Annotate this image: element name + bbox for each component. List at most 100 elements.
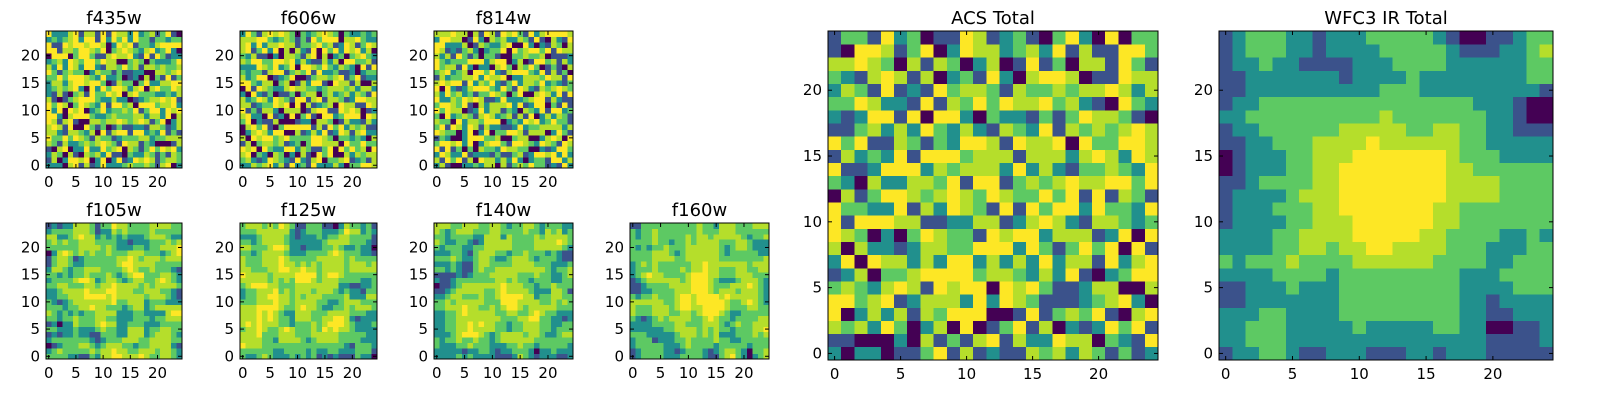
heatmap-cell xyxy=(685,331,692,338)
heatmap-cell xyxy=(67,140,74,147)
heatmap-cell xyxy=(78,113,85,120)
heatmap-cell xyxy=(160,74,167,81)
heatmap-cell xyxy=(176,293,183,300)
heatmap-cell xyxy=(472,113,479,120)
heatmap-cell xyxy=(278,293,285,300)
heatmap-cell xyxy=(746,239,753,246)
heatmap-cell xyxy=(450,47,457,54)
heatmap-cell xyxy=(539,266,546,273)
heatmap-cell xyxy=(272,118,279,125)
heatmap-cell xyxy=(366,63,372,70)
heatmap-cell xyxy=(355,96,361,103)
heatmap-cell xyxy=(434,310,440,316)
heatmap-cell xyxy=(56,129,63,136)
heatmap-cell xyxy=(133,102,139,109)
heatmap-cell xyxy=(702,271,709,278)
heatmap-cell xyxy=(316,74,323,81)
heatmap-cell xyxy=(338,310,345,316)
heatmap-cell xyxy=(730,299,737,305)
heatmap-cell xyxy=(757,271,764,278)
heatmap-cell xyxy=(116,331,123,338)
heatmap-cell xyxy=(56,135,63,141)
x-tick-label: 10 xyxy=(679,364,698,382)
heatmap-cell xyxy=(322,233,329,240)
heatmap-cell xyxy=(635,261,642,267)
heatmap-cell xyxy=(1131,307,1146,321)
heatmap-cell xyxy=(316,96,323,103)
heatmap-cell xyxy=(94,304,101,311)
heatmap-cell xyxy=(735,228,742,235)
heatmap-cell xyxy=(300,107,307,114)
y-tick-label: 0 xyxy=(30,347,40,365)
heatmap-cell xyxy=(561,342,568,349)
heatmap-cell xyxy=(472,342,479,349)
heatmap-cell xyxy=(84,129,90,136)
heatmap-cell xyxy=(250,353,257,360)
heatmap-cell xyxy=(165,310,172,316)
heatmap-cell xyxy=(556,63,563,70)
heatmap-cell xyxy=(371,348,378,354)
heatmap-cell xyxy=(696,353,703,360)
heatmap-cell xyxy=(495,113,502,120)
heatmap-cell xyxy=(149,320,156,327)
heatmap-cell xyxy=(56,288,63,295)
heatmap-cell xyxy=(360,310,367,316)
heatmap-cell xyxy=(311,47,318,54)
heatmap-cell xyxy=(1131,267,1146,282)
heatmap-cell xyxy=(316,91,323,98)
heatmap-cell xyxy=(366,118,372,125)
heatmap-cell xyxy=(641,250,648,257)
heatmap-cell xyxy=(691,320,698,327)
heatmap-cell xyxy=(105,52,112,59)
heatmap-cell xyxy=(51,337,58,344)
heatmap-cell xyxy=(1039,202,1053,216)
heatmap-cell xyxy=(160,63,167,70)
heatmap-cell xyxy=(495,162,502,169)
heatmap-cell xyxy=(674,282,681,289)
heatmap-cell xyxy=(1144,175,1159,190)
heatmap-cell xyxy=(305,353,312,360)
heatmap-cell xyxy=(78,85,85,92)
heatmap-cell xyxy=(534,113,541,120)
heatmap-cell xyxy=(1012,162,1027,177)
heatmap-cell xyxy=(741,299,748,305)
heatmap-cell xyxy=(478,96,485,103)
heatmap-cell xyxy=(327,74,334,81)
heatmap-cell xyxy=(489,41,496,48)
heatmap-cell xyxy=(450,299,457,305)
heatmap-cell xyxy=(713,342,720,349)
heatmap-cell xyxy=(245,58,252,65)
heatmap-cell xyxy=(256,239,263,246)
heatmap-cell xyxy=(495,96,502,103)
heatmap-cell xyxy=(245,239,252,246)
heatmap-cell xyxy=(94,113,101,120)
heatmap-cell xyxy=(663,293,670,300)
heatmap-cell xyxy=(94,135,101,141)
heatmap-cell xyxy=(456,223,463,229)
heatmap-cell xyxy=(478,331,485,338)
heatmap-cell xyxy=(522,223,529,229)
heatmap-cell xyxy=(511,151,518,158)
heatmap-cell xyxy=(1118,320,1132,335)
heatmap-cell xyxy=(261,113,268,120)
heatmap-cell xyxy=(933,294,948,308)
heatmap-cell xyxy=(495,118,502,125)
heatmap-cell xyxy=(116,239,123,246)
heatmap-cell xyxy=(245,124,252,131)
heatmap-cell xyxy=(261,74,268,81)
heatmap-cell xyxy=(630,337,636,344)
heatmap-cell xyxy=(327,331,334,338)
heatmap-cell xyxy=(133,239,139,246)
heatmap-cell xyxy=(561,299,568,305)
heatmap-cell xyxy=(567,151,574,158)
heatmap-cell xyxy=(289,113,296,120)
heatmap-cell xyxy=(461,250,468,257)
heatmap-cell xyxy=(561,331,568,338)
heatmap-cell xyxy=(105,326,112,333)
heatmap-cell xyxy=(506,113,513,120)
heatmap-cell xyxy=(100,85,107,92)
heatmap-cell xyxy=(261,118,268,125)
heatmap-cell xyxy=(160,91,167,98)
heatmap-cell xyxy=(272,69,279,76)
heatmap-cell xyxy=(289,299,296,305)
